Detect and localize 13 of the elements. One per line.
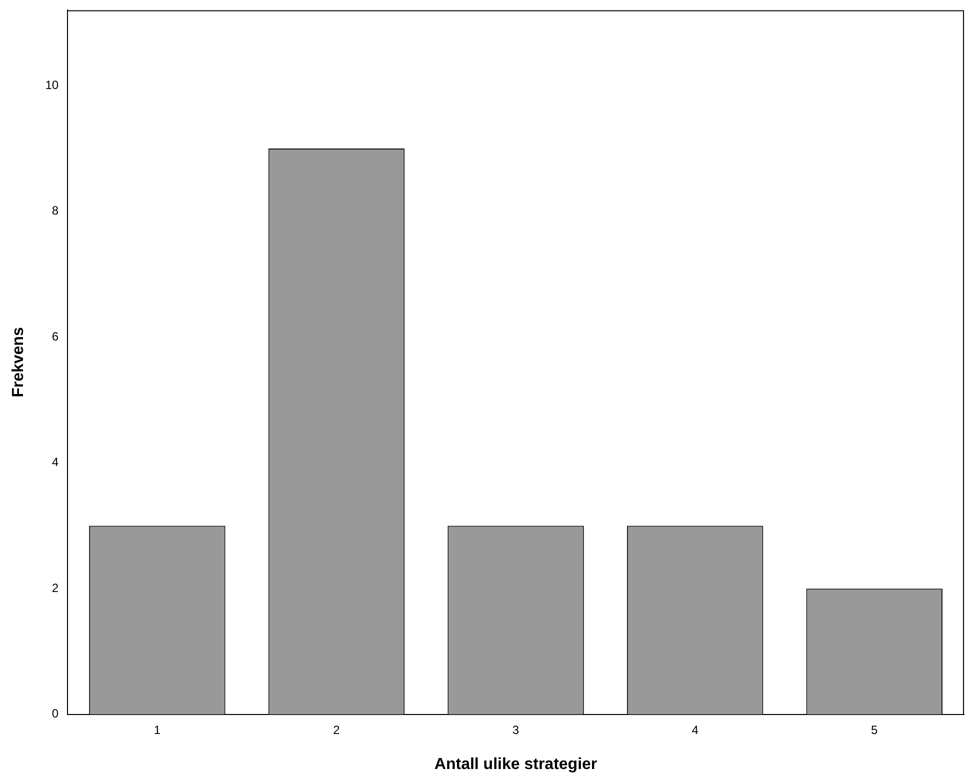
y-tick-label: 2 [52, 580, 59, 595]
x-tick-label: 3 [512, 722, 520, 737]
y-tick-label: 8 [52, 204, 59, 218]
y-tick-label: 10 [45, 78, 59, 92]
y-tick-label: 6 [52, 329, 59, 344]
y-axis-title: Frekvens [10, 327, 28, 398]
y-tick-label: 0 [52, 706, 59, 721]
x-tick-label: 1 [154, 722, 161, 737]
x-tick-label: 5 [871, 722, 878, 737]
x-tick-label: 2 [333, 722, 340, 737]
x-axis-title: Antall ulike strategier [434, 756, 598, 773]
y-tick-label: 4 [52, 455, 59, 470]
x-tick-label: 4 [692, 722, 699, 737]
